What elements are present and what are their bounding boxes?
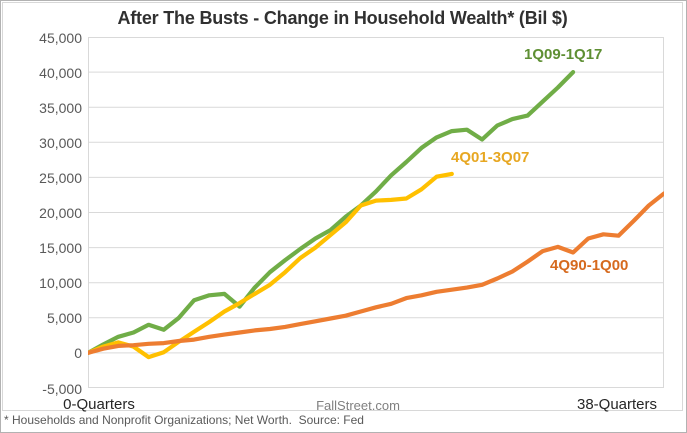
chart-container: After The Busts - Change in Household We… [2, 2, 683, 413]
gridlines [88, 37, 664, 388]
y-axis-tick-label: 40,000 [39, 64, 82, 81]
y-axis-tick-label: 20,000 [39, 205, 82, 221]
y-axis-tick-label: 15,000 [39, 240, 82, 257]
series-line-4q01-3q07 [88, 171, 454, 360]
footnote: * Households and Nonprofit Organizations… [4, 413, 364, 427]
y-axis-tick-label: 5,000 [46, 310, 82, 327]
y-axis-tick-label: 35,000 [39, 99, 82, 116]
y-axis-tick-label: -5,000 [42, 380, 82, 397]
series-line-1q09-1q17 [88, 69, 576, 355]
chart-title: After The Busts - Change in Household We… [117, 8, 568, 28]
y-axis-tick-label: 30,000 [39, 134, 82, 151]
plot-border [88, 37, 664, 388]
plot-area: 1Q09-1Q17 4Q01-3Q07 4Q90-1Q00 [88, 37, 664, 388]
y-axis-tick-label: 45,000 [39, 29, 82, 46]
series-line-4q90-1q00 [88, 191, 664, 355]
y-axis-tick-label: 25,000 [39, 169, 82, 186]
series-label-4q01-3q07: 4Q01-3Q07 [451, 149, 530, 166]
series-label-4q90-1q00: 4Q90-1Q00 [550, 257, 629, 274]
y-axis-tick-label: 0 [74, 345, 82, 362]
chart-plot-svg [88, 37, 664, 388]
x-axis-label-right: 38-Quarters [576, 396, 658, 413]
watermark-text: FallStreet.com [316, 398, 400, 413]
x-axis-label-left: 0-Quarters [63, 396, 135, 413]
y-axis-tick-label: 10,000 [39, 275, 82, 292]
series-label-1q09-1q17: 1Q09-1Q17 [524, 46, 603, 63]
